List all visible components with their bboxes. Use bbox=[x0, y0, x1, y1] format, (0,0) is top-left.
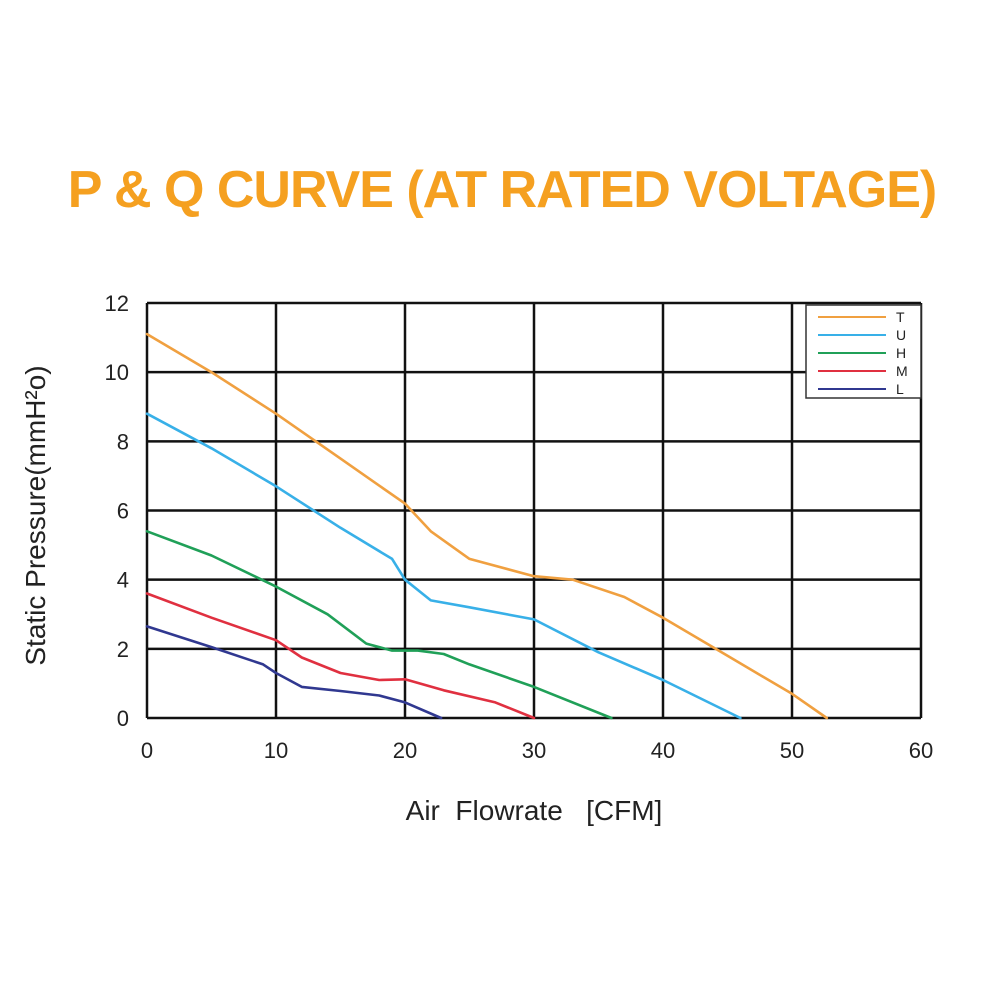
y-tick-label: 8 bbox=[117, 429, 129, 454]
series-line-H bbox=[145, 530, 613, 720]
legend-label-U: U bbox=[896, 327, 906, 343]
chart-title: P & Q CURVE (AT RATED VOLTAGE) bbox=[67, 161, 937, 219]
y-tick-label: 6 bbox=[117, 499, 129, 524]
legend-box bbox=[805, 304, 922, 399]
series-line-U bbox=[145, 412, 742, 720]
legend-label-L: L bbox=[896, 381, 904, 397]
legend-label-T: T bbox=[896, 309, 905, 325]
y-tick-label: 12 bbox=[105, 291, 129, 316]
x-tick-label: 10 bbox=[264, 738, 288, 763]
x-tick-label: 0 bbox=[141, 738, 153, 763]
x-tick-label: 60 bbox=[909, 738, 933, 763]
x-tick-label: 50 bbox=[780, 738, 804, 763]
y-tick-label: 0 bbox=[117, 706, 129, 731]
legend-label-H: H bbox=[896, 345, 906, 361]
y-tick-label: 2 bbox=[117, 637, 129, 662]
x-tick-label: 20 bbox=[393, 738, 417, 763]
legend-label-M: M bbox=[896, 363, 908, 379]
x-axis-label: Air Flowrate [CFM] bbox=[406, 795, 663, 826]
series-line-M bbox=[145, 592, 536, 720]
y-tick-label: 4 bbox=[117, 568, 129, 593]
x-tick-label: 30 bbox=[522, 738, 546, 763]
series-line-T bbox=[145, 332, 829, 720]
x-tick-label: 40 bbox=[651, 738, 675, 763]
y-axis-label: Static Pressure(mmH²o) bbox=[20, 365, 51, 665]
series-line-L bbox=[145, 625, 443, 720]
y-tick-label: 10 bbox=[105, 360, 129, 385]
